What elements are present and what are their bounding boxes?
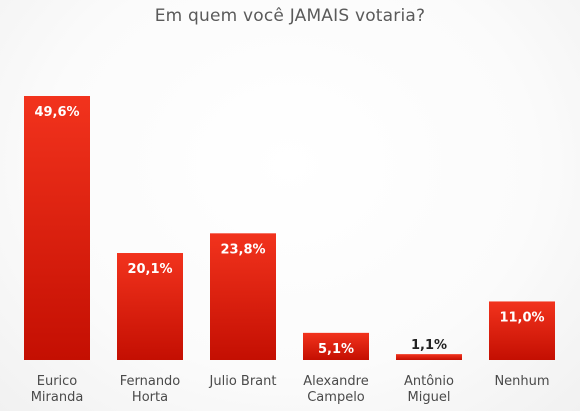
category-label-2: Julio Brant — [209, 374, 277, 389]
bar-4 — [396, 354, 462, 360]
category-label-4: Antônio Miguel — [404, 374, 454, 405]
bar-2 — [210, 233, 276, 360]
bar-3 — [303, 332, 369, 360]
category-label-5: Nenhum — [494, 374, 549, 389]
bar-0 — [24, 96, 90, 360]
bar-value-label-0: 49,6% — [34, 105, 79, 120]
bar-value-label-2: 23,8% — [220, 242, 265, 257]
category-label-0: Eurico Miranda — [31, 374, 84, 405]
bar-1 — [117, 253, 183, 360]
bar-value-label-5: 11,0% — [499, 310, 544, 325]
category-label-3: Alexandre Campelo — [303, 374, 368, 405]
chart-title: Em quem você JAMAIS votaria? — [154, 6, 426, 26]
bar-value-label-4: 1,1% — [411, 338, 447, 353]
category-label-1: Fernando Horta — [120, 374, 181, 405]
bar-value-label-3: 5,1% — [318, 342, 354, 357]
bar-5 — [489, 301, 555, 360]
bar-value-label-1: 20,1% — [127, 262, 172, 277]
